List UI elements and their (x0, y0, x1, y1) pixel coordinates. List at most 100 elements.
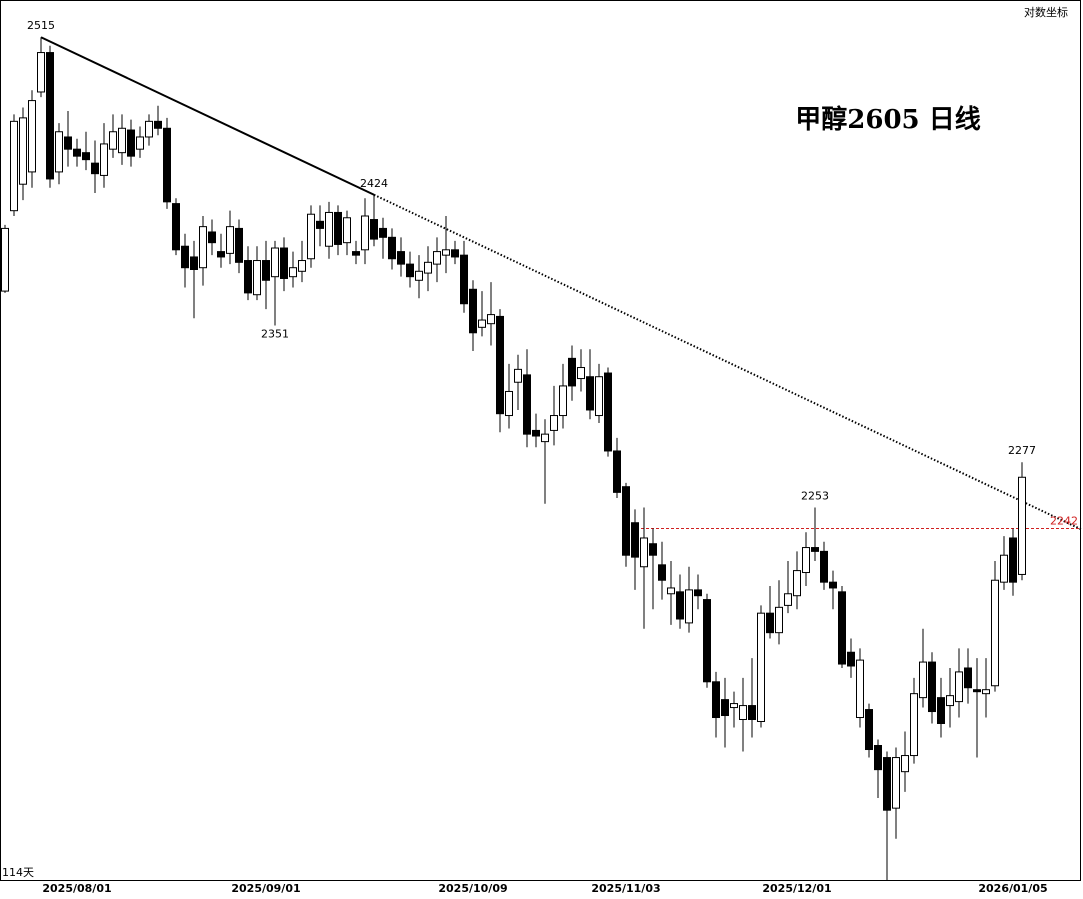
candle-body (838, 591, 846, 665)
candle-body (163, 127, 171, 203)
candle-body (280, 247, 288, 279)
candle-body (343, 217, 351, 244)
candle-body (64, 136, 72, 150)
candle-body (595, 376, 603, 417)
x-tick-label: 2025/11/03 (591, 882, 660, 895)
candle-body (451, 249, 459, 258)
candle-body (136, 136, 144, 150)
candle-body (640, 537, 648, 568)
candle-body (28, 100, 36, 173)
candle-body (577, 367, 585, 380)
trendline-extension (373, 193, 1082, 531)
candle-body (622, 486, 630, 556)
candle-body (478, 319, 486, 328)
candle-body (388, 236, 396, 260)
trendline (40, 36, 375, 196)
candle-body (370, 219, 378, 240)
candle-body (433, 251, 441, 265)
candle-body (46, 52, 54, 180)
candle-body (721, 699, 729, 717)
candle-body (82, 152, 90, 161)
candle-body (739, 705, 747, 721)
candle-body (307, 213, 315, 260)
candle-body (190, 256, 198, 270)
candle-body (631, 522, 639, 558)
candle-body (460, 254, 468, 305)
candle-body (775, 606, 783, 634)
candle-body (244, 260, 252, 294)
candle-body (262, 260, 270, 281)
candle-body (919, 661, 927, 699)
candle-body (352, 251, 360, 256)
candle-body (568, 357, 576, 387)
candle-body (1, 227, 9, 292)
candle-body (667, 587, 675, 595)
candle-body (1018, 476, 1026, 575)
candle-body (685, 589, 693, 624)
candle-body (703, 599, 711, 683)
candle-body (820, 550, 828, 583)
candle-body (991, 579, 999, 687)
candle-body (784, 593, 792, 606)
candle-body (883, 757, 891, 811)
candle-body (541, 433, 549, 443)
candle-body (406, 263, 414, 278)
candle-body (316, 220, 324, 229)
candle-body (982, 689, 990, 695)
candle-body (658, 564, 666, 581)
candle-body (19, 117, 27, 185)
level-label: 2242 (1050, 514, 1078, 527)
candle-body (649, 543, 657, 556)
candle-body (586, 376, 594, 411)
candle-body (532, 429, 540, 437)
annotation: 2277 (1008, 444, 1036, 457)
candle-body (469, 288, 477, 334)
candle-body (802, 547, 810, 574)
chart-title: 甲醇2605 日线 (795, 104, 980, 135)
annotation: 2253 (801, 490, 829, 503)
candle-body (10, 120, 18, 212)
candle-body (505, 390, 513, 417)
candle-body (550, 415, 558, 431)
candle-body (712, 681, 720, 719)
candle-body (856, 659, 864, 719)
candle-body (379, 227, 387, 238)
candle-body (298, 260, 306, 272)
candle-body (865, 709, 873, 751)
x-tick-label: 2025/09/01 (231, 882, 300, 895)
candle-body (226, 226, 234, 254)
candle-body (442, 249, 450, 256)
candle-body (73, 148, 81, 157)
x-tick-label: 2025/10/09 (438, 882, 507, 895)
candle-body (793, 570, 801, 597)
candle-body (415, 270, 423, 281)
candle-body (334, 211, 342, 245)
candle-body (757, 612, 765, 723)
candle-body (559, 385, 567, 417)
candle-body (892, 757, 900, 809)
period-label: 114天 (2, 866, 34, 879)
candle-body (874, 745, 882, 771)
candle-body (901, 755, 909, 773)
annotation: 2424 (360, 177, 388, 190)
candle-body (127, 129, 135, 157)
candle-body (253, 260, 261, 296)
candle-body (748, 705, 756, 721)
candle-body (523, 374, 531, 435)
candle-body (172, 203, 180, 251)
candle-body (271, 247, 279, 278)
candle-body (208, 231, 216, 244)
candle-body (154, 120, 162, 129)
x-tick-label: 2026/01/05 (978, 882, 1047, 895)
candle-body (514, 368, 522, 383)
candle-body (325, 211, 333, 247)
candle-body (910, 693, 918, 757)
candle-body (730, 703, 738, 709)
candle-body (766, 612, 774, 634)
candle-body (91, 162, 99, 175)
candle-body (1000, 554, 1008, 583)
candle-body (955, 671, 963, 703)
candle-body (55, 131, 63, 173)
candle-body (289, 267, 297, 278)
